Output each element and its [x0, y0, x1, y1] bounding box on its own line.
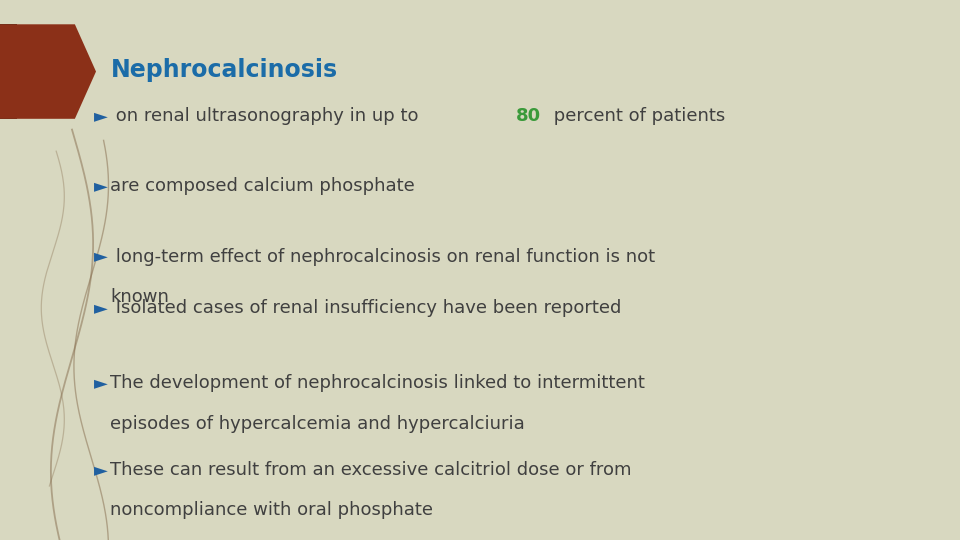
- Text: ►: ►: [94, 247, 108, 266]
- Text: episodes of hypercalcemia and hypercalciuria: episodes of hypercalcemia and hypercalci…: [110, 415, 525, 433]
- FancyBboxPatch shape: [0, 24, 17, 119]
- Text: 80: 80: [516, 107, 541, 125]
- Text: The development of nephrocalcinosis linked to intermittent: The development of nephrocalcinosis link…: [110, 374, 645, 393]
- Text: Nephrocalcinosis: Nephrocalcinosis: [110, 58, 338, 82]
- Text: on renal ultrasonography in up to: on renal ultrasonography in up to: [110, 107, 424, 125]
- Text: ►: ►: [94, 299, 108, 317]
- Text: long-term effect of nephrocalcinosis on renal function is not: long-term effect of nephrocalcinosis on …: [110, 247, 656, 266]
- Text: Isolated cases of renal insufficiency have been reported: Isolated cases of renal insufficiency ha…: [110, 299, 622, 317]
- Polygon shape: [0, 24, 96, 119]
- Text: known: known: [110, 288, 169, 306]
- Text: ►: ►: [94, 107, 108, 125]
- Text: ►: ►: [94, 374, 108, 393]
- Text: are composed calcium phosphate: are composed calcium phosphate: [110, 177, 415, 195]
- Text: noncompliance with oral phosphate: noncompliance with oral phosphate: [110, 501, 433, 519]
- Text: percent of patients: percent of patients: [548, 107, 726, 125]
- Text: ►: ►: [94, 177, 108, 195]
- Text: ►: ►: [94, 461, 108, 479]
- Text: These can result from an excessive calcitriol dose or from: These can result from an excessive calci…: [110, 461, 632, 479]
